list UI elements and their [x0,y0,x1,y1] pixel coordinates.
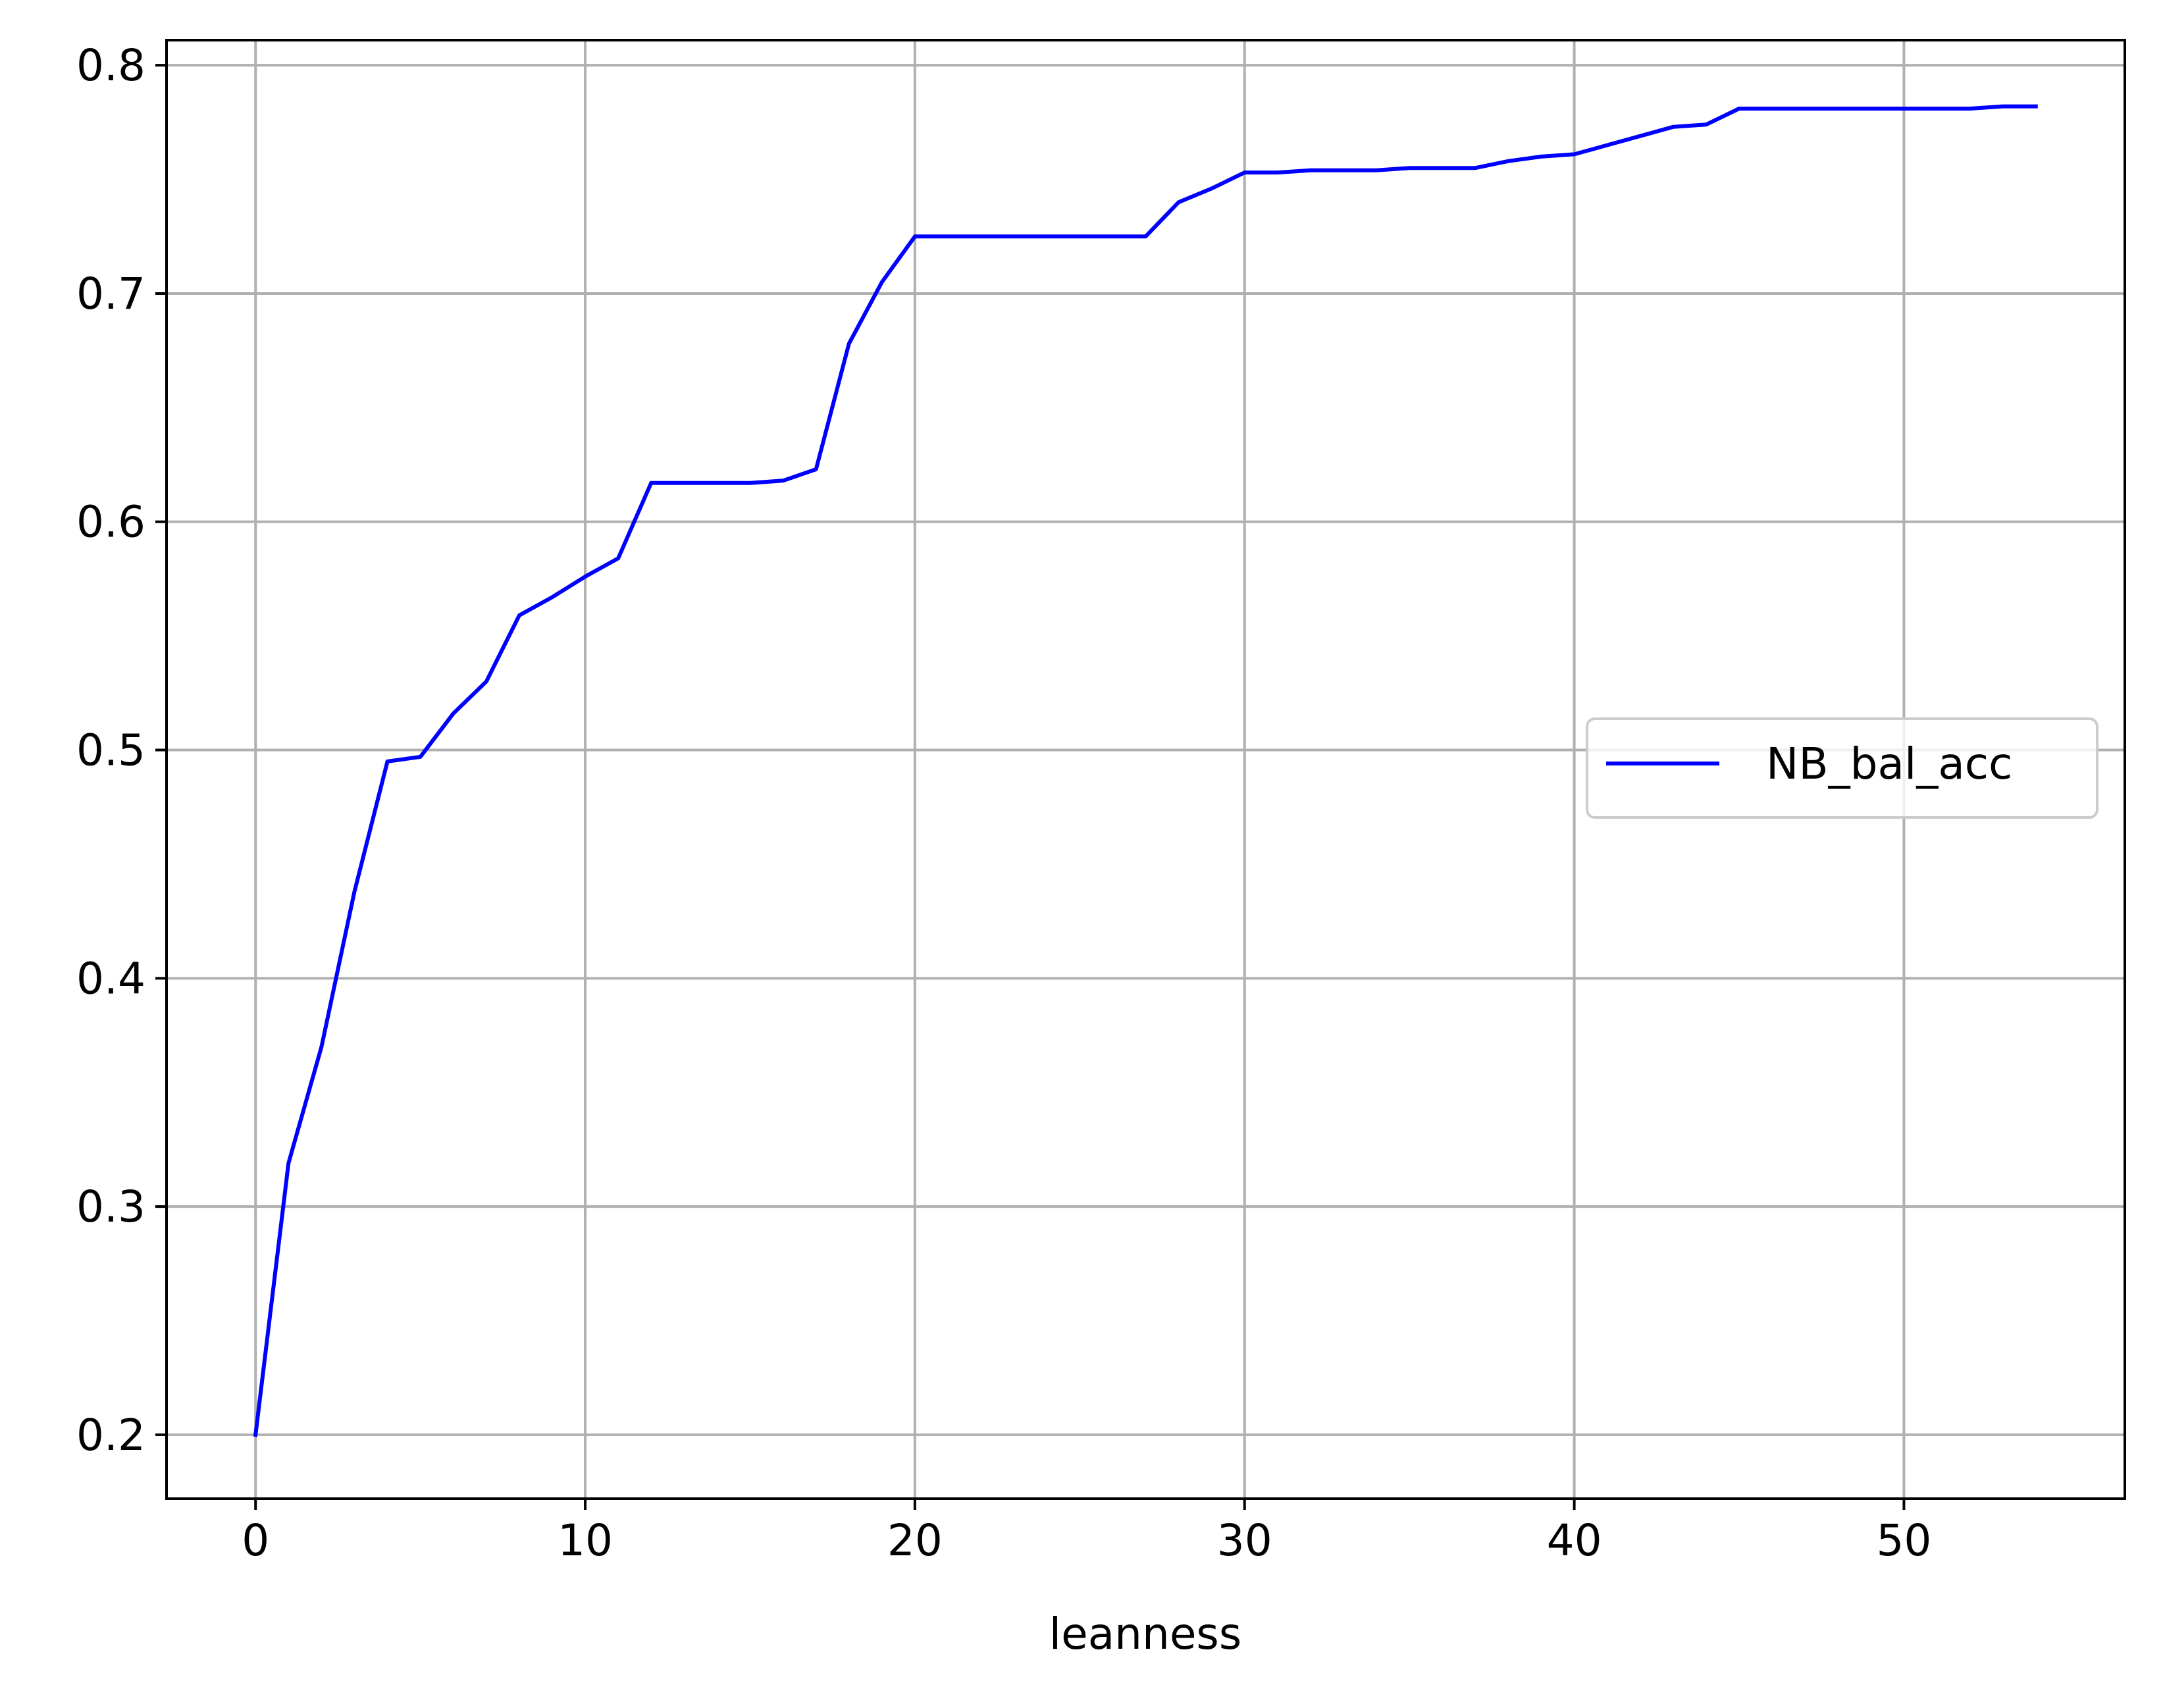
y-tick-label: 0.3 [76,1181,145,1232]
x-tick-label: 50 [1876,1515,1931,1566]
series-line-nb-bal-acc [253,104,2038,1437]
y-tick-label: 0.2 [76,1410,145,1461]
y-tick-label: 0.5 [76,725,145,776]
plot-area-frame [165,39,2126,1500]
series-layer [253,104,2038,1437]
y-axis-ticks: 0.2 0.3 0.4 0.5 0.6 0.7 0.8 [76,40,167,1461]
legend-box [1586,717,2098,819]
x-tick-label: 40 [1547,1515,1602,1566]
x-tick-label: 10 [558,1515,613,1566]
legend: NB_bal_acc [1586,717,2098,819]
x-tick-label: 20 [887,1515,943,1566]
x-axis-ticks: 0 10 20 30 40 50 [242,1499,1931,1566]
y-tick-label: 0.7 [76,269,145,319]
y-tick-label: 0.4 [76,953,145,1004]
x-axis-label: leanness [1049,1609,1241,1659]
legend-label: NB_bal_acc [1766,738,2012,789]
y-tick-label: 0.6 [76,497,145,548]
y-tick-label: 0.8 [76,40,145,91]
x-tick-label: 0 [242,1515,269,1566]
x-tick-label: 30 [1217,1515,1272,1566]
